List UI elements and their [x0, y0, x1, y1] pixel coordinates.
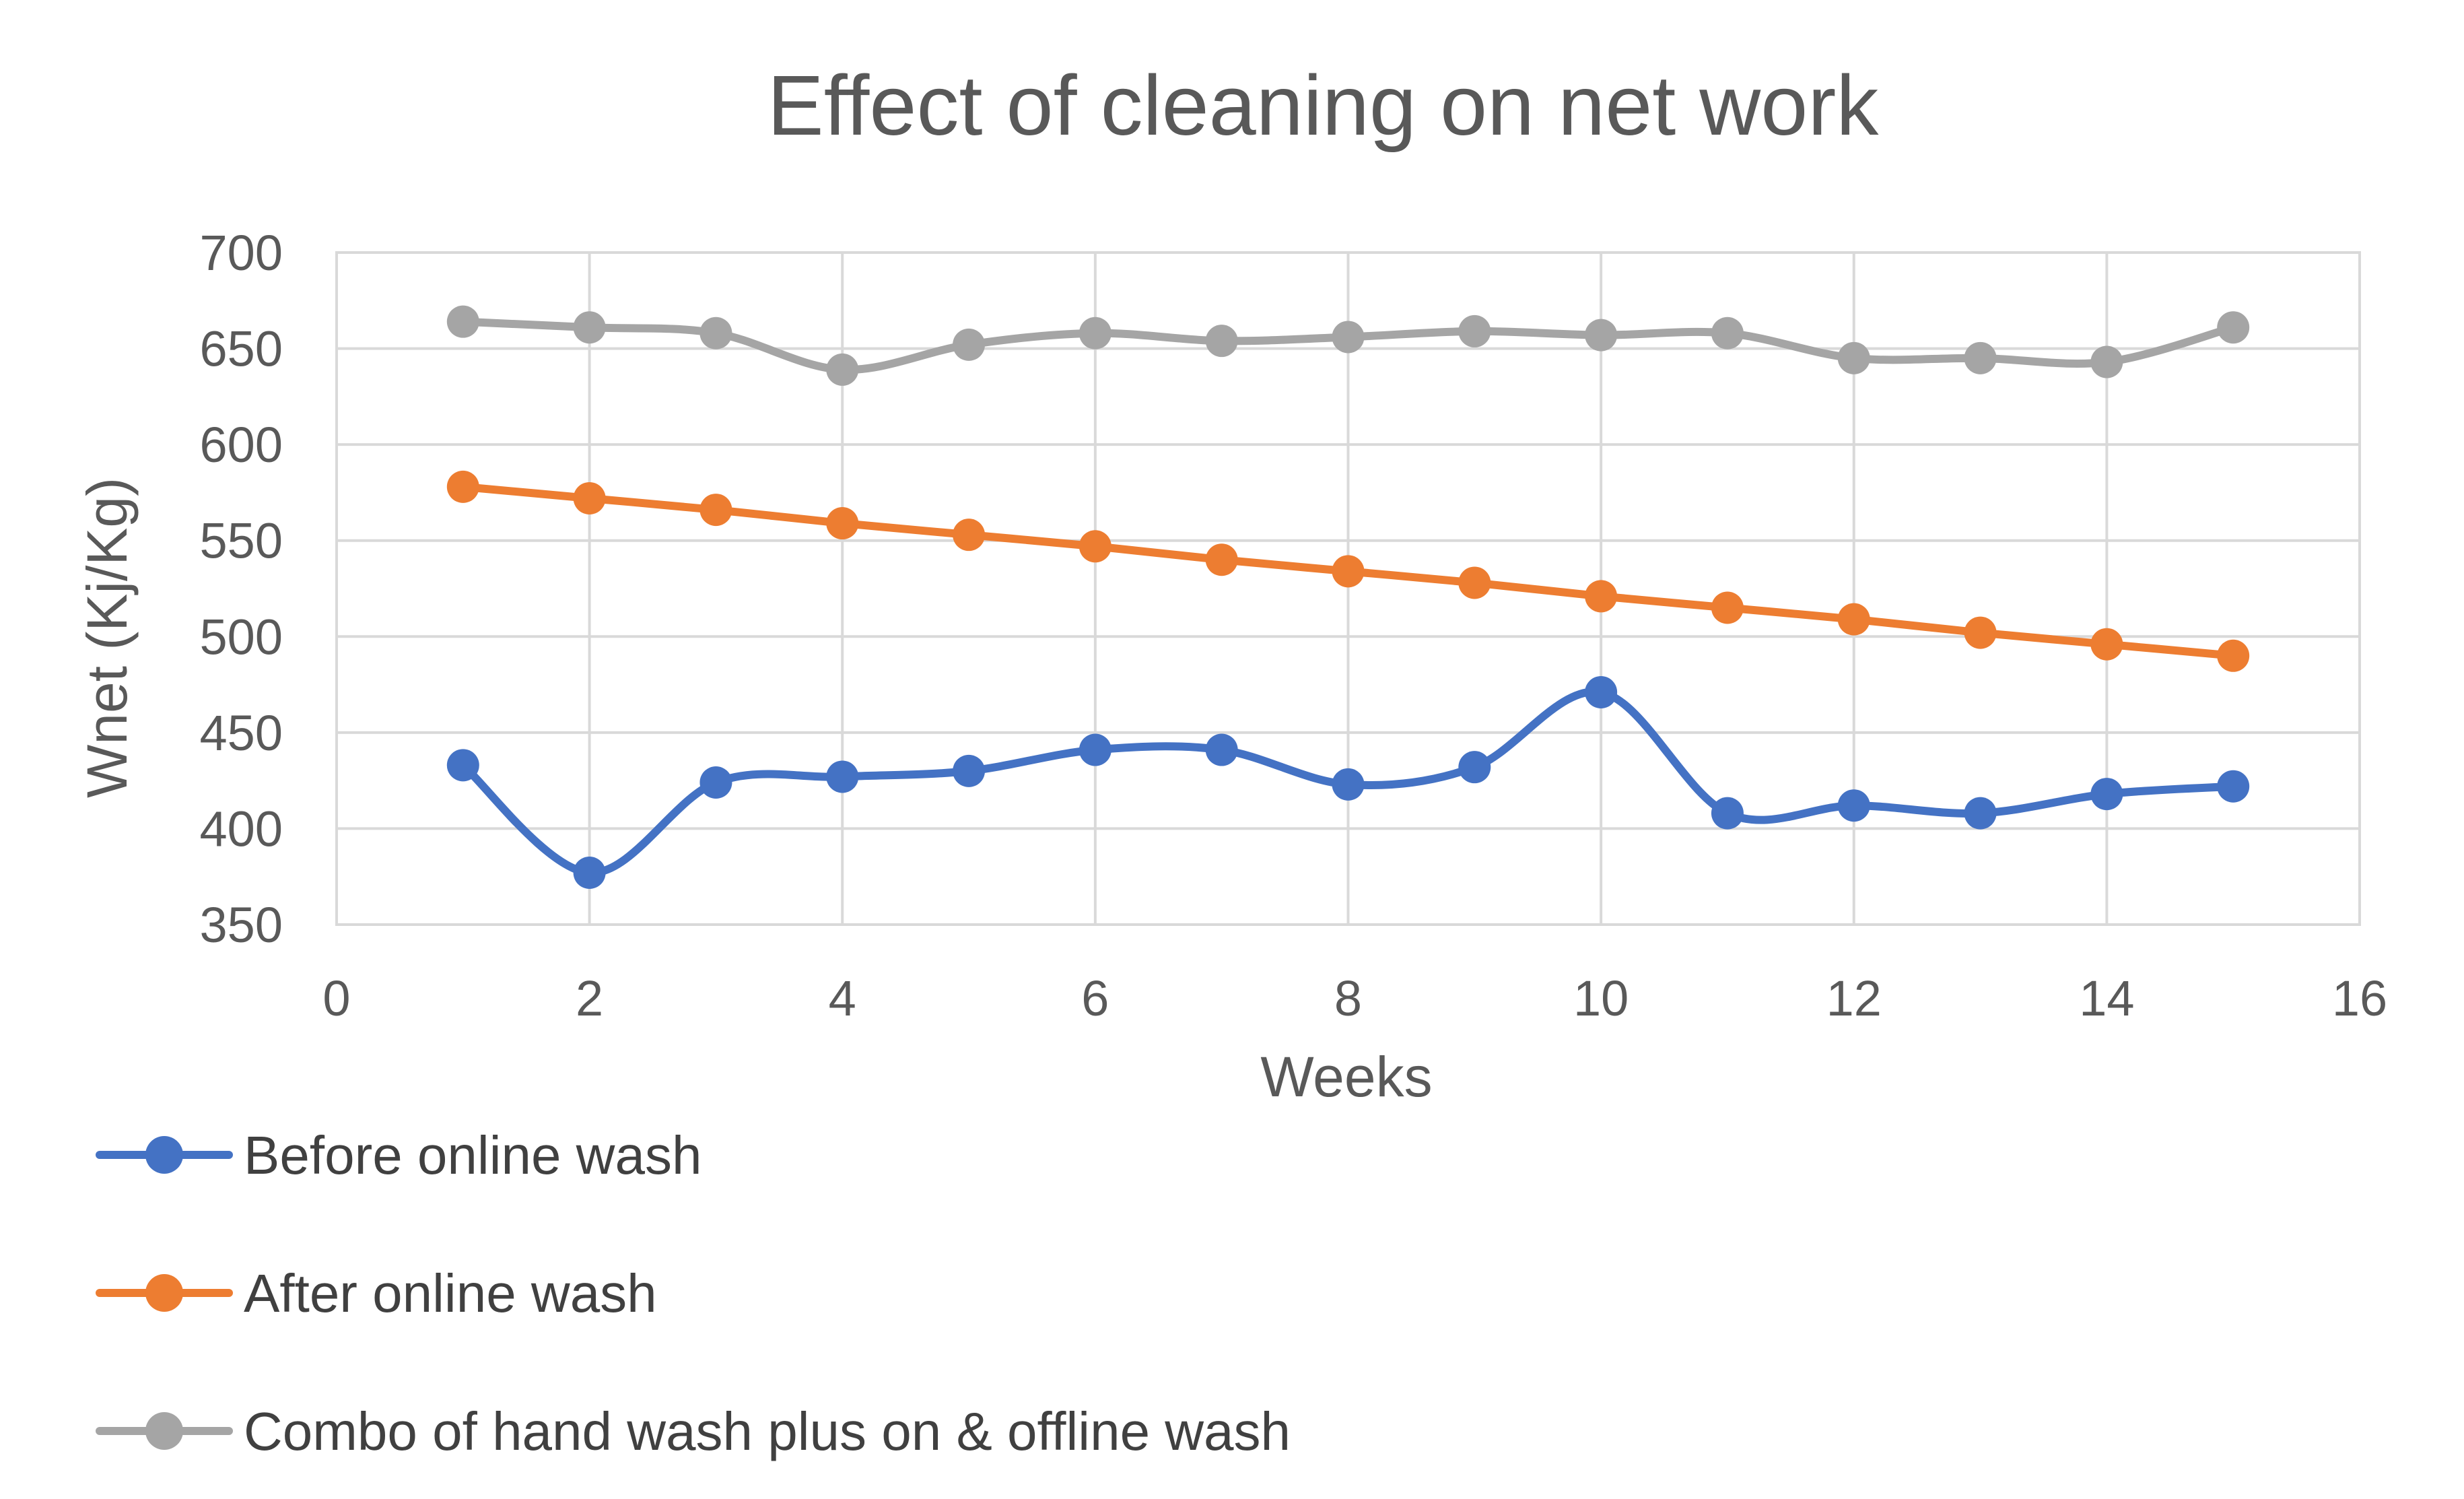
legend-marker	[145, 1412, 183, 1450]
data-point	[1964, 797, 1997, 830]
data-point	[446, 749, 479, 782]
data-point	[1332, 768, 1365, 801]
data-point	[1837, 603, 1870, 636]
data-point	[1205, 733, 1238, 766]
data-point	[1711, 797, 1744, 830]
data-point	[1711, 591, 1744, 624]
data-point	[2217, 311, 2250, 344]
data-point	[1458, 314, 1491, 347]
legend-label: Combo of hand wash plus on & offline was…	[244, 1401, 1291, 1461]
legend-label: After online wash	[244, 1263, 657, 1323]
data-point	[1711, 317, 1744, 349]
y-axis-label: Wnet (Kj/Kg)	[75, 477, 139, 798]
chart-title: Effect of cleaning on net work	[767, 58, 1880, 153]
x-tick-label: 10	[1573, 970, 1629, 1026]
data-point	[826, 760, 859, 793]
data-point	[446, 305, 479, 338]
data-point	[2090, 628, 2123, 661]
data-point	[826, 353, 859, 386]
x-axis-ticks: 0 2 4 6 8 10 12 14 16	[322, 970, 2387, 1026]
data-point	[953, 328, 986, 361]
data-point	[1079, 733, 1111, 766]
data-point	[699, 494, 732, 527]
data-point	[699, 766, 732, 799]
data-point	[1585, 580, 1618, 613]
x-tick-label: 14	[2079, 970, 2134, 1026]
data-point	[573, 857, 606, 890]
data-point	[1332, 555, 1365, 588]
data-point	[1837, 341, 1870, 374]
x-tick-label: 0	[322, 970, 350, 1026]
data-point	[573, 311, 606, 344]
y-tick-label: 500	[200, 609, 283, 665]
y-tick-label: 350	[200, 897, 283, 953]
data-point	[1079, 530, 1111, 563]
x-tick-label: 8	[1334, 970, 1362, 1026]
data-point	[953, 754, 986, 787]
grid	[335, 251, 2361, 926]
data-point	[1837, 789, 1870, 822]
legend: Before online wash After online wash Combo…	[96, 1125, 1291, 1461]
data-point	[573, 481, 606, 514]
data-point	[2090, 778, 2123, 811]
y-tick-label: 700	[200, 225, 283, 281]
y-tick-label: 400	[200, 801, 283, 857]
data-point	[1332, 321, 1365, 354]
x-tick-label: 12	[1826, 970, 1882, 1026]
x-tick-label: 2	[576, 970, 603, 1026]
x-tick-label: 6	[1081, 970, 1109, 1026]
legend-label: Before online wash	[244, 1125, 701, 1185]
data-point	[2217, 639, 2250, 672]
y-tick-label: 650	[200, 321, 283, 377]
data-point	[953, 519, 986, 552]
data-point	[2090, 345, 2123, 378]
y-axis-ticks: 350 400 450 500 550 600 650 700	[200, 225, 283, 953]
x-tick-label: 4	[829, 970, 856, 1026]
data-point	[446, 470, 479, 503]
data-point	[1964, 616, 1997, 649]
data-point	[1585, 319, 1618, 352]
data-point	[1205, 543, 1238, 576]
legend-marker	[145, 1274, 183, 1312]
data-point	[699, 317, 732, 349]
y-tick-label: 450	[200, 705, 283, 761]
data-point	[1964, 341, 1997, 374]
y-tick-label: 600	[200, 417, 283, 473]
x-tick-label: 16	[2332, 970, 2387, 1026]
x-axis-label: Weeks	[1260, 1045, 1432, 1108]
data-point	[826, 507, 859, 540]
plot-area-border	[335, 251, 2361, 926]
data-point	[1458, 751, 1491, 784]
data-point	[1205, 325, 1238, 358]
y-tick-label: 550	[200, 513, 283, 569]
data-point	[1458, 566, 1491, 599]
series-markers	[446, 305, 2250, 890]
data-point	[2217, 770, 2250, 803]
data-point	[1585, 675, 1618, 708]
legend-marker	[145, 1136, 183, 1174]
data-point	[1079, 317, 1111, 349]
